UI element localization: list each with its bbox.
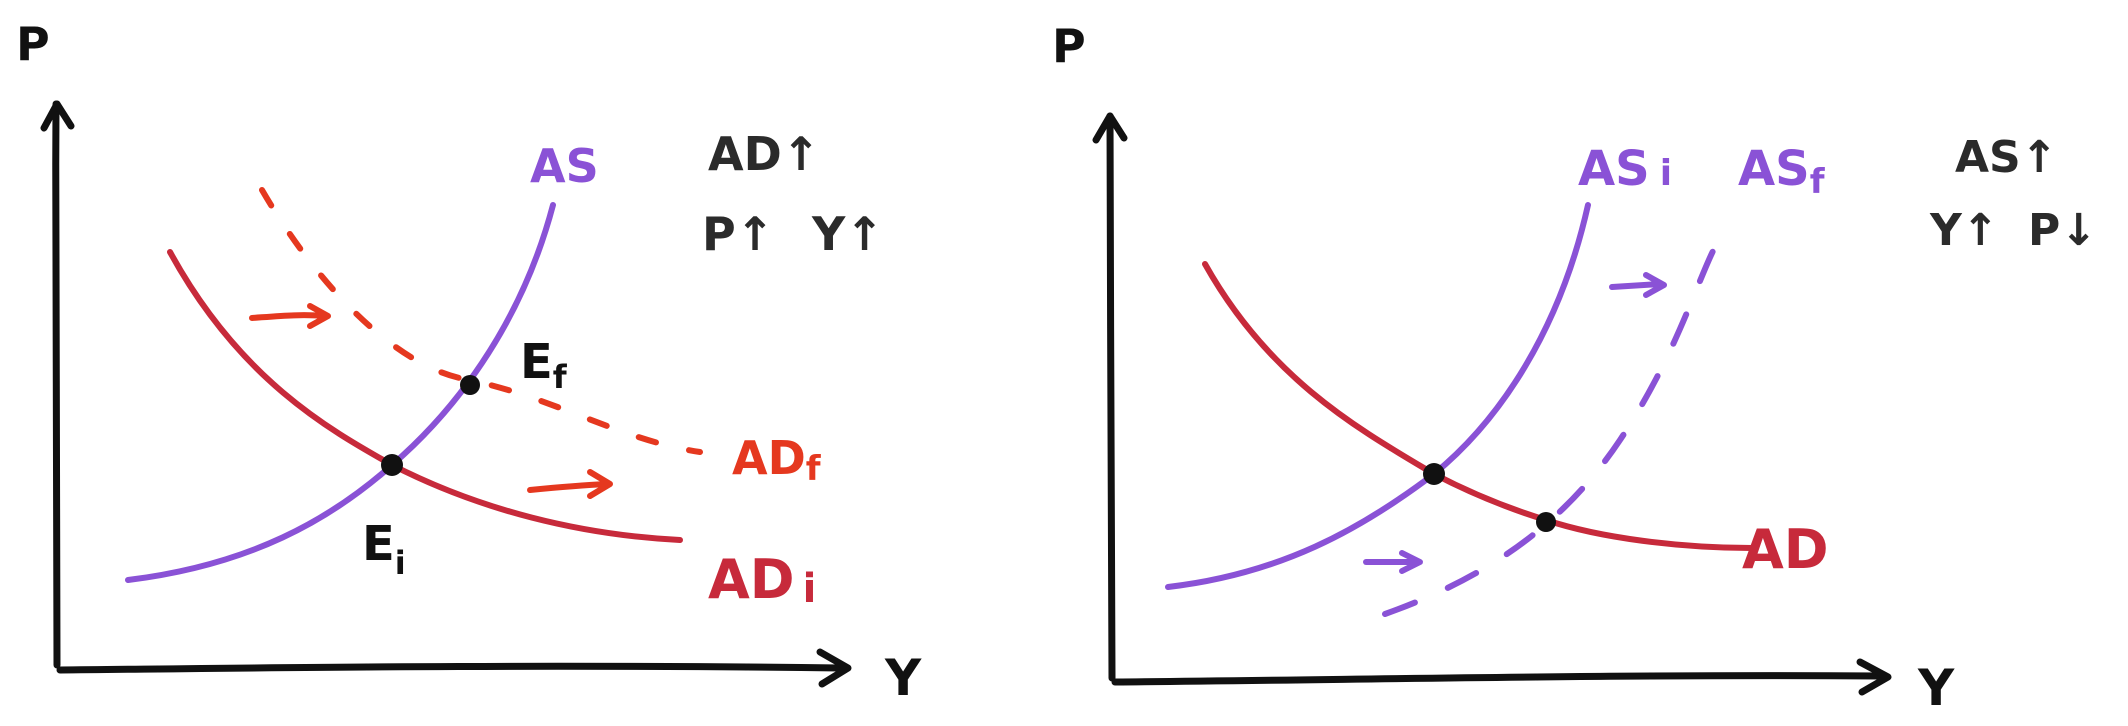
left-shift-arrow-upper [249, 303, 331, 329]
right-y-axis-arrowhead [1092, 112, 1128, 144]
right-point-final [1536, 512, 1556, 532]
right-panel: P Y AS i ASf AD AS↑ Y↑ P↓ [1052, 19, 2097, 717]
right-summary-output: Y↑ [1929, 205, 1999, 256]
left-x-axis-arrowhead [816, 648, 852, 688]
left-summary-output: Y↑ [811, 207, 884, 261]
left-ad-initial-curve [167, 249, 683, 543]
right-summary-line1: AS↑ [1955, 132, 2058, 183]
right-x-axis-label: Y [1917, 659, 1955, 717]
right-ad-label: AD [1742, 518, 1829, 581]
right-y-axis [1106, 112, 1116, 682]
left-shift-arrow-lower [527, 469, 613, 499]
right-as-final-label: ASf [1738, 141, 1826, 202]
left-x-axis [56, 662, 844, 674]
left-summary-line1: AD↑ [708, 127, 820, 181]
right-summary-price: P↓ [2028, 205, 2097, 256]
left-as-curve [125, 202, 556, 583]
left-y-axis-label: P [16, 17, 50, 71]
left-x-axis-label: Y [884, 649, 922, 707]
right-shift-arrow-upper [1609, 272, 1667, 298]
left-point-final-label: Ef [520, 334, 568, 396]
left-summary-price: P↑ [702, 207, 774, 261]
left-ad-initial-label: AD i [708, 548, 816, 612]
right-ad-curve [1202, 261, 1755, 551]
left-y-axis-arrowhead [40, 100, 75, 132]
right-shift-arrow-lower [1363, 550, 1423, 574]
right-x-axis-arrowhead [1856, 658, 1892, 696]
right-as-initial-curve [1165, 202, 1591, 590]
left-as-label: AS [530, 139, 599, 193]
left-point-final [460, 375, 480, 395]
right-as-initial-label: AS i [1578, 141, 1672, 197]
left-point-initial-label: Ei [362, 516, 406, 582]
left-point-initial [381, 454, 403, 476]
left-ad-final-label: ADf [732, 431, 822, 489]
left-ad-final-curve [259, 187, 703, 455]
left-y-axis [52, 100, 61, 669]
right-point-initial [1423, 463, 1445, 485]
right-x-axis [1111, 672, 1884, 686]
left-panel: P Y Ei Ef AS ADf AD i AD↑ P↑ Y↑ [16, 17, 922, 707]
right-y-axis-label: P [1052, 19, 1086, 73]
right-as-final-curve [1382, 235, 1723, 617]
